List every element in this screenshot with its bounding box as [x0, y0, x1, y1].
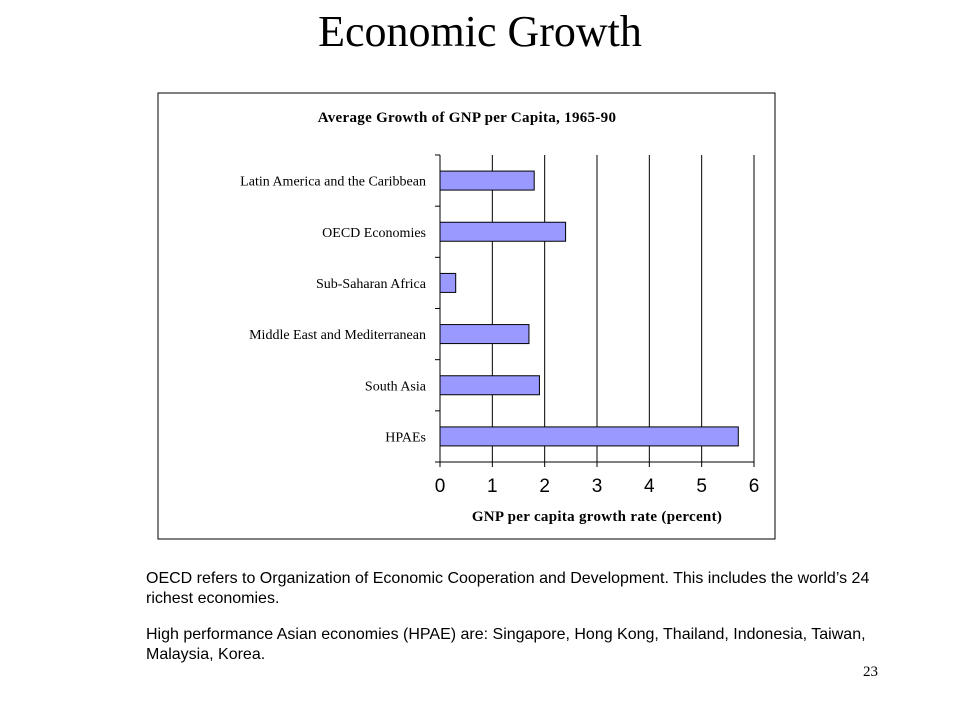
- category-label: South Asia: [365, 379, 427, 394]
- category-label: Middle East and Mediterranean: [249, 328, 426, 343]
- x-tick-label: 3: [592, 476, 603, 497]
- x-tick-label: 5: [696, 476, 707, 497]
- category-labels: Latin America and the Caribbean OECD Econ…: [240, 175, 427, 446]
- note-hpae: High performance Asian economies (HPAE) …: [146, 626, 866, 663]
- x-tick-label: 0: [435, 476, 446, 497]
- bar: [439, 426, 739, 447]
- category-label: HPAEs: [385, 430, 426, 445]
- slide-title: Economic Growth: [318, 7, 642, 56]
- bar: [439, 324, 530, 345]
- chart-title: Average Growth of GNP per Capita, 1965-9…: [318, 110, 617, 126]
- category-label: Latin America and the Caribbean: [240, 175, 426, 190]
- bar: [439, 272, 457, 293]
- x-tick-label: 4: [644, 476, 655, 497]
- x-axis-title: GNP per capita growth rate (percent): [472, 509, 722, 525]
- bar: [439, 170, 535, 191]
- note-oecd: OECD refers to Organization of Economic …: [146, 570, 870, 607]
- x-tick-label: 1: [487, 476, 498, 497]
- gridlines: [491, 155, 755, 462]
- x-tick-label: 6: [749, 476, 760, 497]
- bar: [439, 221, 567, 242]
- x-tick-labels: 0 1 2 3 4 5 6: [435, 476, 760, 497]
- bar: [439, 375, 540, 396]
- x-tick-label: 2: [539, 476, 550, 497]
- category-label: OECD Economies: [322, 226, 426, 241]
- category-label: Sub-Saharan Africa: [316, 277, 427, 292]
- chart-frame: [157, 92, 776, 540]
- slide-number: 23: [863, 664, 878, 680]
- axes: [435, 154, 755, 467]
